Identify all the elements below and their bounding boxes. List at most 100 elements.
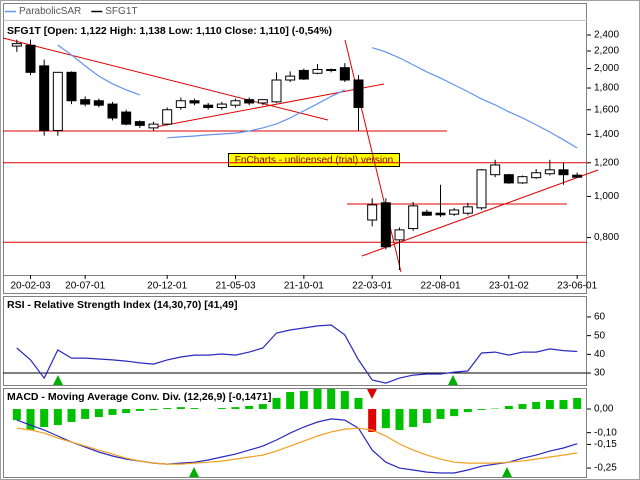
y-tick-label: 1,800: [594, 83, 619, 94]
histogram-bar: [504, 405, 513, 410]
sar-line: [57, 44, 578, 149]
histogram-bar: [53, 409, 62, 426]
candle-body: [490, 164, 501, 176]
rsi-line: [16, 324, 578, 384]
y-tick-label: 60: [594, 312, 606, 323]
histogram-bar: [327, 388, 336, 410]
histogram-bar: [381, 409, 390, 429]
macd-line: [16, 427, 578, 465]
candle-body: [107, 103, 118, 119]
candle-body: [531, 172, 542, 179]
candle-body: [408, 205, 419, 230]
candle-body: [421, 211, 432, 216]
candle-body: [558, 169, 569, 176]
candle-body: [162, 109, 173, 125]
y-tick-label: 2,000: [594, 63, 619, 74]
trend-line: [344, 39, 402, 273]
histogram-bar: [395, 409, 404, 431]
candle-body: [449, 209, 460, 215]
candle-body: [394, 229, 405, 241]
buy-arrow: [53, 375, 63, 385]
y-tick-label: 0,800: [594, 232, 619, 243]
trend-line: [2, 37, 329, 121]
histogram-bar: [176, 407, 185, 410]
candle-body: [339, 67, 350, 81]
x-tick-label: 23-06-01: [557, 281, 597, 292]
y-tick-label: 0,00: [594, 404, 614, 415]
candle-body: [148, 123, 159, 129]
signal-arrows: [53, 375, 512, 477]
histogram-bar: [409, 409, 418, 427]
histogram-bar: [573, 397, 582, 410]
candle-body: [80, 99, 91, 105]
histogram-bar: [26, 409, 35, 431]
candle-body: [517, 176, 528, 184]
candle-body: [435, 212, 446, 216]
candle-body: [353, 79, 364, 108]
candle-body: [52, 71, 63, 131]
candle-body: [66, 71, 77, 102]
candle-body: [544, 169, 555, 175]
histogram-bar: [108, 409, 117, 415]
candle-body: [244, 99, 255, 104]
histogram-bar: [368, 409, 377, 432]
candle-body: [367, 204, 378, 221]
candle-body: [175, 100, 186, 108]
y-tick-label: 2,200: [594, 46, 619, 57]
candle-body: [271, 79, 282, 103]
candle-body: [503, 174, 514, 184]
panel-title: RSI - Relative Strength Index (14,30,70)…: [7, 299, 238, 311]
histogram-bar: [94, 409, 103, 418]
histogram-bar: [40, 409, 49, 427]
candle-body: [203, 104, 214, 108]
candle-body: [476, 169, 487, 209]
price-panel: [3, 3, 587, 294]
x-tick-label: 20-12-01: [147, 281, 187, 292]
histogram-bar: [545, 400, 554, 410]
legend-label: SFG1T: [105, 6, 137, 17]
y-tick-label: 50: [594, 330, 606, 341]
histogram-bar: [463, 409, 472, 413]
x-tick-label: 21-05-03: [215, 281, 255, 292]
macd-line: [16, 418, 578, 474]
y-tick-label: 1,200: [594, 157, 619, 168]
panel-title: SFG1T [Open: 1,122 High: 1,138 Low: 1,11…: [7, 25, 332, 37]
candle-body: [326, 69, 337, 72]
histogram-bar: [12, 409, 21, 421]
rsi-panel: [3, 296, 587, 386]
histogram-bar: [299, 391, 308, 410]
histogram-bar: [135, 409, 144, 411]
x-tick-label: 21-10-01: [284, 281, 324, 292]
y-tick-label: -0,25: [594, 463, 617, 474]
candle-body: [230, 100, 241, 106]
histogram-bar: [272, 397, 281, 410]
x-tick-label: 22-03-01: [352, 281, 392, 292]
histogram-bar: [67, 409, 76, 423]
histogram-bar: [190, 408, 199, 410]
sell-arrow: [367, 389, 377, 399]
candle-body: [380, 202, 391, 248]
candle-body: [298, 69, 309, 80]
histogram-bar: [245, 405, 254, 410]
histogram-bar: [149, 409, 158, 410]
candle-body: [572, 174, 583, 178]
buy-arrow: [502, 467, 512, 477]
histogram-bar: [231, 407, 240, 410]
y-tick-label: 1,000: [594, 191, 619, 202]
histogram-bar: [217, 408, 226, 410]
y-tick-label: 1,600: [594, 104, 619, 115]
y-tick-label: 30: [594, 368, 606, 379]
histogram-bar: [258, 404, 267, 410]
candle-body: [121, 111, 132, 125]
y-tick-label: 2,400: [594, 30, 619, 41]
x-tick-label: 22-08-01: [420, 281, 460, 292]
candle-body: [189, 100, 200, 104]
histogram-bar: [340, 391, 349, 410]
candle-body: [134, 121, 145, 126]
y-tick-label: 40: [594, 349, 606, 360]
y-tick-label: 1,400: [594, 129, 619, 140]
candle-body: [312, 69, 323, 74]
legend-label: ParabolicSAR: [19, 6, 81, 17]
candle-body: [39, 65, 50, 131]
histogram-bar: [163, 408, 172, 410]
